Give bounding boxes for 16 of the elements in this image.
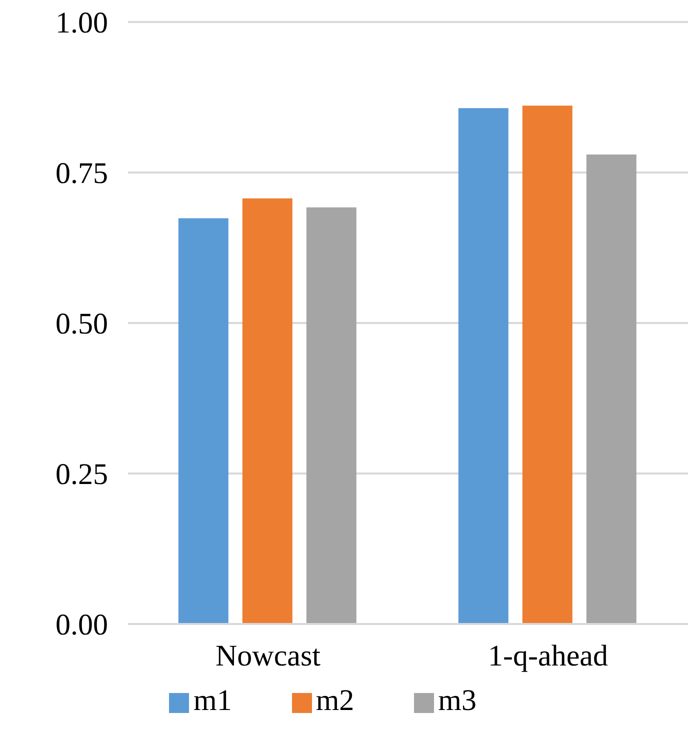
bar — [306, 207, 356, 624]
bar — [522, 106, 572, 624]
y-tick-label: 0.25 — [56, 458, 108, 492]
bar — [178, 218, 228, 624]
x-tick-label: Nowcast — [216, 639, 322, 672]
y-tick-label: 0.75 — [56, 157, 108, 190]
legend-label: m2 — [316, 684, 354, 717]
bar — [586, 154, 636, 624]
y-tick-label: 0.50 — [56, 308, 108, 341]
x-tick-label: 1-q-ahead — [488, 639, 608, 672]
bar — [242, 198, 292, 624]
legend-label: m1 — [193, 684, 232, 717]
y-tick-label: 0.00 — [56, 608, 108, 642]
legend-label: m3 — [438, 684, 477, 717]
bar — [458, 108, 508, 624]
y-tick-label: 1.00 — [56, 6, 108, 40]
